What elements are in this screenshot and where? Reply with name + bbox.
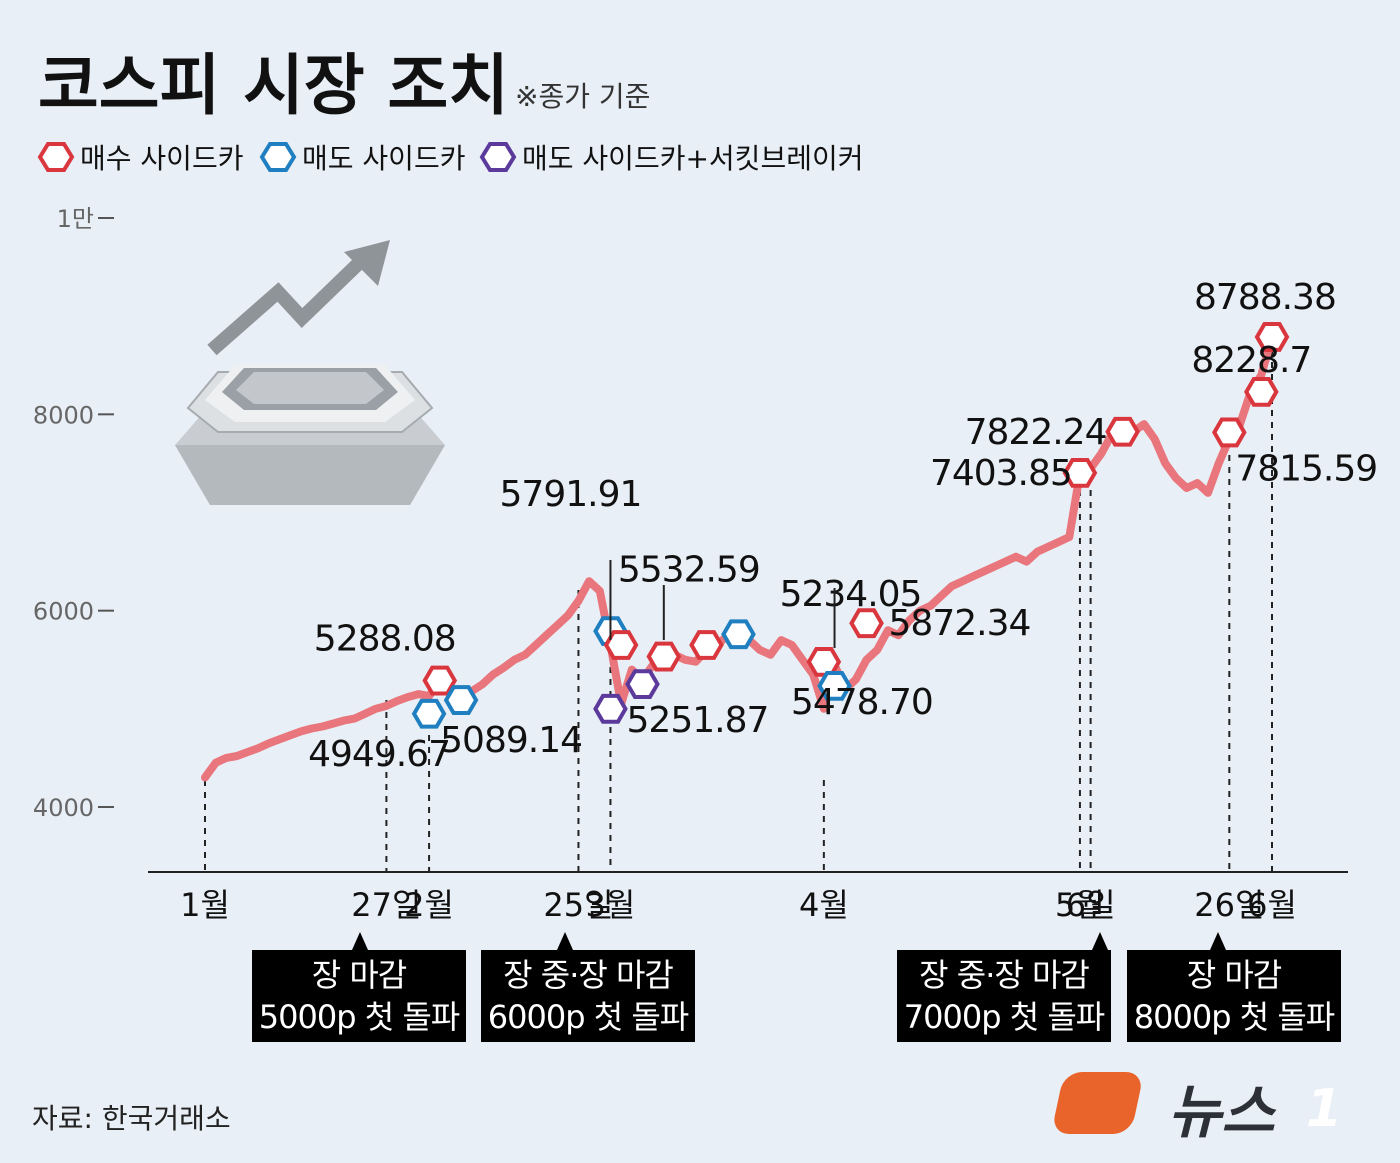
- legend-sell-label: 매도 사이드카: [302, 142, 465, 175]
- chart-subtitle: ※종가 기준: [515, 80, 650, 113]
- milestone-callout: 장 중·장 마감 6000p 첫 돌파: [481, 932, 695, 1042]
- rising-arrow-icon: [207, 240, 390, 356]
- callout-pointer: [352, 932, 368, 950]
- event-value-label: 5089.14: [440, 720, 582, 761]
- event-markers: [411, 322, 1290, 729]
- event-value-label: 7815.59: [1235, 448, 1377, 489]
- event-value-label: 7403.85: [930, 453, 1072, 494]
- legend-buy-label: 매수 사이드카: [80, 142, 243, 175]
- event-value-label: 7822.24: [965, 412, 1107, 453]
- sell-event-marker: [443, 685, 479, 715]
- y-tick-label: 4000: [33, 794, 94, 822]
- sell-event-marker: [411, 698, 447, 729]
- circuit-event-marker: [593, 693, 628, 724]
- callout-line: 6000p 첫 돌파: [488, 998, 689, 1036]
- callout-line: 장 중·장 마감: [919, 956, 1089, 994]
- buy-event-marker: [806, 646, 842, 677]
- buy-event-marker: [1105, 416, 1140, 447]
- x-tick-label: 2월: [404, 886, 454, 924]
- buy-event-marker: [1254, 322, 1290, 352]
- x-tick-label: 6일: [1066, 886, 1116, 924]
- buy-event-marker: [1212, 417, 1247, 448]
- callout-line: 장 마감: [1187, 956, 1282, 994]
- buy-event-marker: [646, 641, 682, 672]
- x-tick-label: 6월: [1247, 886, 1297, 924]
- y-tick-label: 6000: [33, 598, 94, 626]
- callout-box: [897, 950, 1111, 1042]
- news1-logo-one: 1: [1306, 1079, 1342, 1139]
- x-tick-label: 25일: [543, 886, 613, 924]
- callout-line: 7000p 첫 돌파: [904, 998, 1105, 1036]
- sell-event-marker: [721, 619, 756, 650]
- legend-circuit-hex-icon: [479, 142, 517, 172]
- y-axis: 4000 6000 8000 1만: [33, 205, 114, 822]
- legend-item-sell: 매도 사이드카: [259, 142, 465, 175]
- callout-line: 장 마감: [312, 956, 407, 994]
- legend-buy-hex-icon: [37, 142, 75, 172]
- legend-circuit-label: 매도 사이드카+서킷브레이커: [522, 142, 863, 175]
- source-note: 자료: 한국거래소: [32, 1102, 231, 1135]
- callout-box: [481, 950, 695, 1042]
- legend-sell-hex-icon: [259, 142, 297, 172]
- callout-box: [1127, 950, 1341, 1042]
- x-tick-label: 26일: [1194, 886, 1264, 924]
- milestone-callout: 장 마감 5000p 첫 돌파: [252, 932, 466, 1042]
- callout-box: [252, 950, 466, 1042]
- x-tick-label: 4월: [799, 886, 849, 924]
- event-value-label: 5288.08: [314, 619, 456, 660]
- rising-market-illustration: [175, 240, 445, 505]
- buy-event-marker: [422, 665, 458, 696]
- legend-item-circuit: 매도 사이드카+서킷브레이커: [479, 142, 863, 175]
- event-value-label: 8788.38: [1194, 277, 1336, 318]
- event-value-label: 5872.34: [889, 603, 1031, 644]
- callout-line: 장 중·장 마감: [503, 956, 673, 994]
- chart-title: 코스피 시장 조치: [38, 47, 509, 124]
- callout-pointer: [557, 932, 573, 950]
- buy-event-marker: [603, 630, 639, 660]
- buy-event-marker: [689, 630, 724, 660]
- callout-pointer: [1210, 932, 1226, 950]
- event-value-label: 8228.7: [1191, 340, 1311, 381]
- sell-event-marker: [817, 670, 852, 701]
- y-tick-label: 1만: [57, 205, 94, 233]
- callout-line: 8000p 첫 돌파: [1134, 998, 1335, 1036]
- event-value-label: 5478.70: [791, 682, 933, 723]
- news1-logo-text: 뉴스: [1168, 1078, 1277, 1146]
- news1-logo: 뉴스 1: [1054, 1072, 1342, 1146]
- x-tick-label: 5월: [1055, 886, 1105, 924]
- event-value-label: 4949.67: [308, 734, 450, 775]
- buy-event-marker: [1062, 457, 1098, 488]
- event-value-label: 5791.91: [500, 474, 642, 515]
- buy-event-marker: [849, 608, 884, 639]
- x-tick-label: 27일: [351, 886, 421, 924]
- news1-logo-badge: [1054, 1072, 1141, 1134]
- milestone-callout: 장 마감 8000p 첫 돌파: [1127, 932, 1341, 1042]
- event-guide-lines: [204, 350, 1273, 872]
- event-value-label: 5532.59: [618, 550, 760, 591]
- buy-event-marker: [1244, 376, 1279, 407]
- event-value-label: 5234.05: [780, 574, 922, 615]
- circuit-event-marker: [625, 669, 660, 700]
- x-tick-label: 3월: [586, 886, 636, 924]
- milestone-callout: 장 중·장 마감 7000p 첫 돌파: [897, 932, 1111, 1042]
- y-tick-label: 8000: [33, 401, 94, 429]
- legend-item-buy: 매수 사이드카: [37, 142, 243, 175]
- legend: 매수 사이드카 매도 사이드카 매도 사이드카+서킷브레이커: [37, 142, 863, 175]
- x-tick-label: 1월: [180, 886, 230, 924]
- event-value-label: 5251.87: [627, 700, 769, 741]
- callout-pointer: [1092, 932, 1108, 950]
- callout-line: 5000p 첫 돌파: [259, 998, 460, 1036]
- hexagon-podium-icon: [175, 365, 445, 505]
